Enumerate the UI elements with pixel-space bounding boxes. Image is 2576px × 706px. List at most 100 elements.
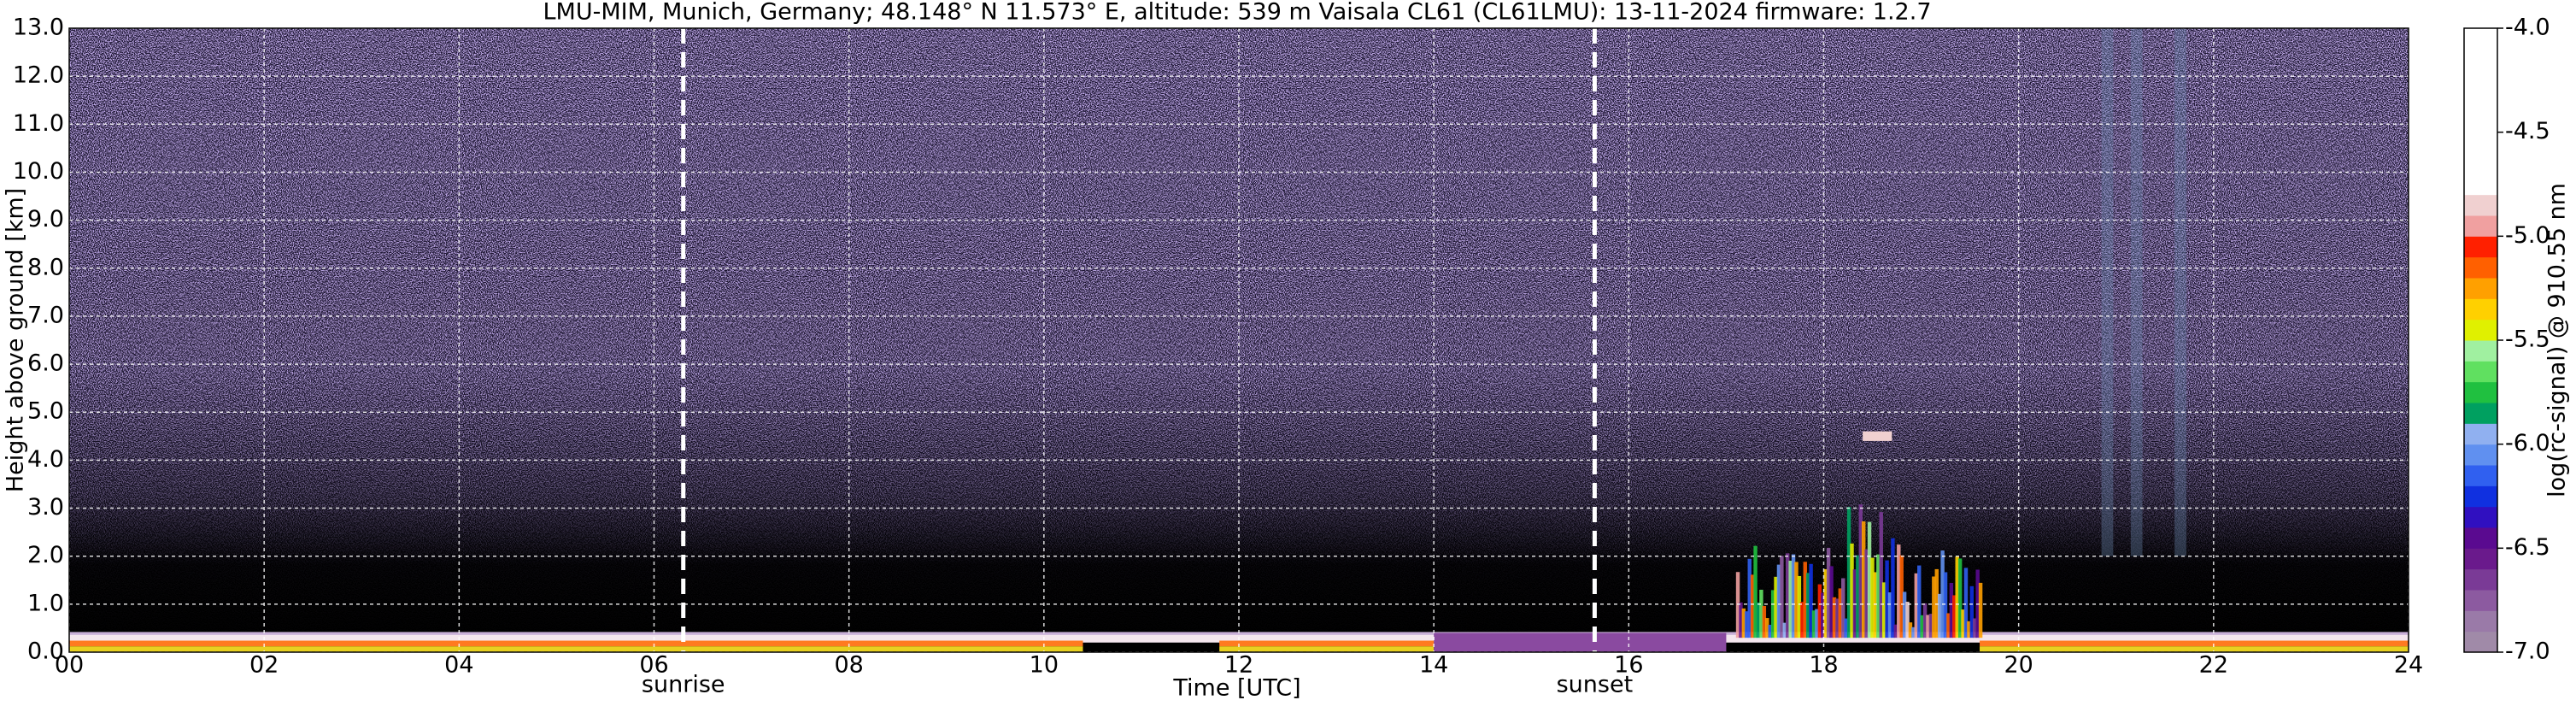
heatmap-texture: [1920, 615, 1924, 638]
colorbar-band: [2464, 278, 2497, 299]
x-tick-label: 18: [1809, 652, 1838, 679]
y-tick-label: 2.0: [27, 542, 64, 568]
heatmap-texture: [1937, 593, 1942, 638]
heatmap-texture: [1735, 572, 1740, 638]
y-tick-label: 9.0: [27, 206, 64, 232]
heatmap-texture: [1922, 603, 1928, 638]
colorbar-band: [2464, 423, 2497, 445]
heatmap-image: [69, 28, 2409, 652]
colorbar-band: [2464, 256, 2497, 279]
colorbar-tick-label: -6.0: [2505, 430, 2550, 456]
y-axis-label: Height above ground [km]: [3, 188, 29, 492]
heatmap-texture: [1881, 582, 1887, 638]
colorbar-band: [2464, 215, 2497, 237]
annotation-label: sunrise: [642, 672, 725, 698]
heatmap-texture: [1940, 550, 1945, 638]
y-tick-label: 11.0: [13, 110, 64, 137]
heatmap-texture: [1765, 618, 1769, 638]
heatmap-texture: [1911, 627, 1916, 638]
heatmap-texture: [1823, 568, 1828, 638]
heatmap-texture: [1800, 602, 1804, 638]
heatmap-texture: [1955, 556, 1959, 638]
heatmap-texture: [1821, 592, 1825, 638]
x-axis-label: Time [UTC]: [1172, 675, 1300, 702]
colorbar-band: [2464, 132, 2497, 154]
heatmap-texture: [1870, 557, 1875, 638]
heatmap-texture: [1897, 544, 1901, 638]
heatmap-texture: [1768, 624, 1772, 638]
heatmap-texture: [1887, 592, 1892, 638]
heatmap-texture: [1957, 558, 1963, 638]
colorbar-band: [2464, 527, 2497, 549]
heatmap-texture: [1926, 615, 1930, 638]
heatmap-texture: [1928, 614, 1933, 638]
heatmap-texture: [1891, 538, 1895, 638]
heatmap-texture: [1908, 622, 1913, 638]
y-tick-label: 4.0: [27, 446, 64, 473]
y-tick-label: 8.0: [27, 254, 64, 280]
colorbar-band: [2464, 236, 2497, 258]
heatmap-texture: [2174, 28, 2186, 556]
heatmap-texture: [1811, 610, 1816, 638]
colorbar-band: [2464, 153, 2497, 174]
heatmap-texture: [1791, 554, 1796, 638]
heatmap-texture: [1967, 621, 1971, 638]
colorbar-band: [2464, 340, 2497, 362]
x-tick-label: 24: [2394, 652, 2423, 679]
heatmap-texture: [1861, 521, 1866, 638]
colorbar-band: [2464, 444, 2497, 466]
heatmap-texture: [1835, 598, 1840, 638]
x-tick-label: 14: [1419, 652, 1448, 679]
heatmap-texture: [1867, 521, 1872, 638]
heatmap-texture: [1973, 618, 1977, 638]
y-tick-label: 7.0: [27, 302, 64, 328]
heatmap-texture: [1750, 574, 1755, 638]
heatmap-texture: [1219, 640, 1435, 647]
colorbar-tick-label: -7.0: [2505, 638, 2550, 665]
x-tick-label: 16: [1614, 652, 1643, 679]
heatmap-texture: [1917, 565, 1922, 638]
heatmap-texture: [1850, 543, 1854, 638]
heatmap-texture: [1899, 555, 1904, 638]
x-tick-label: 20: [2004, 652, 2033, 679]
heatmap-texture: [1829, 566, 1834, 638]
heatmap-texture: [1932, 576, 1936, 638]
colorbar-band: [2464, 465, 2497, 486]
colorbar-label: log(rc-signal) @ 910.55 nm: [2544, 183, 2571, 497]
y-tick-label: 10.0: [13, 158, 64, 185]
heatmap-texture: [1873, 572, 1878, 638]
heatmap-texture: [1219, 646, 1435, 652]
heatmap-texture: [1864, 549, 1869, 638]
x-tick-label: 02: [249, 652, 279, 679]
annotation-label: sunset: [1557, 672, 1634, 698]
colorbar-band: [2464, 69, 2497, 91]
heatmap-texture: [1841, 578, 1845, 638]
heatmap-texture: [1803, 562, 1807, 638]
heatmap-texture: [1809, 563, 1813, 638]
colorbar-tick-label: -4.5: [2505, 118, 2550, 144]
heatmap-texture: [1747, 558, 1752, 638]
heatmap-texture: [1844, 618, 1848, 638]
heatmap-texture: [1782, 622, 1787, 638]
heatmap-texture: [1949, 582, 1954, 638]
heatmap-texture: [1741, 608, 1746, 638]
colorbar-tick-label: -5.5: [2505, 327, 2550, 353]
heatmap-texture: [1934, 568, 1939, 638]
colorbar-band: [2464, 403, 2497, 424]
heatmap-texture: [1774, 576, 1778, 638]
heatmap-texture: [1978, 582, 1983, 638]
colorbar-band: [2464, 361, 2497, 383]
colorbar-band: [2464, 49, 2497, 71]
heatmap-texture: [1434, 632, 1727, 652]
y-tick-label: 0.0: [27, 638, 64, 665]
heatmap-texture: [1788, 561, 1793, 638]
y-tick-label: 5.0: [27, 398, 64, 425]
heatmap-texture: [1817, 584, 1822, 638]
heatmap-texture: [1794, 562, 1799, 638]
heatmap-texture: [1858, 504, 1863, 638]
colorbar-band: [2464, 319, 2497, 341]
x-tick-label: 04: [444, 652, 473, 679]
heatmap-texture: [1815, 609, 1819, 638]
heatmap-texture: [1756, 602, 1761, 638]
